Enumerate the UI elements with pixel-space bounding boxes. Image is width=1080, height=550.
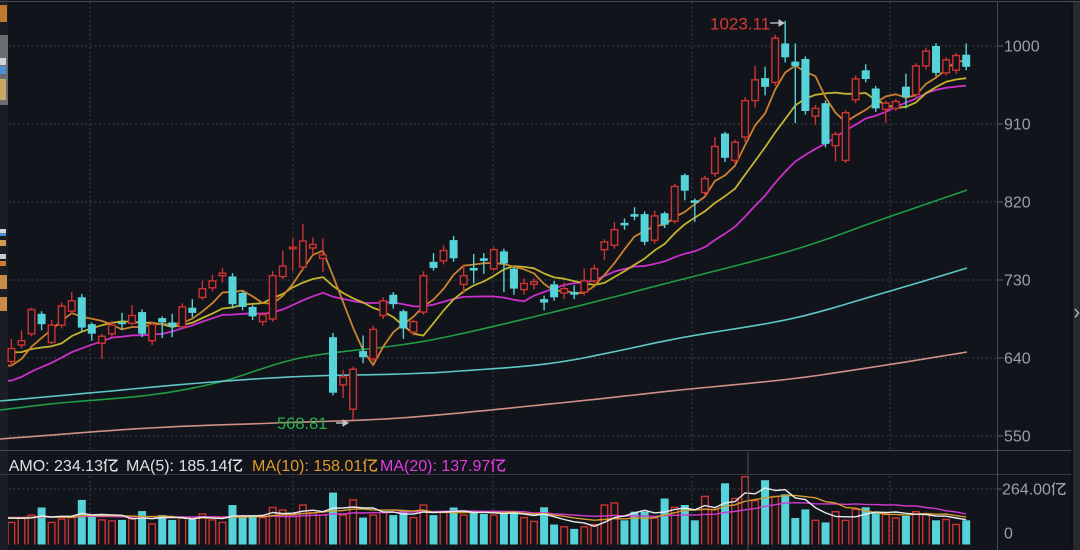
svg-text:550: 550: [1004, 429, 1031, 446]
svg-text:1023.11: 1023.11: [710, 15, 770, 34]
svg-text:730: 730: [1004, 273, 1031, 290]
svg-text:1000: 1000: [1004, 39, 1040, 56]
svg-text:568.81: 568.81: [277, 415, 327, 433]
svg-text:MA(10): 158.01: MA(10): 158.01: [252, 458, 362, 475]
svg-text:264.00: 264.00: [1002, 482, 1051, 499]
svg-text:MA(20): 137.97: MA(20): 137.97: [380, 458, 490, 475]
svg-text:MA(5): 185.14: MA(5): 185.14: [126, 458, 227, 475]
svg-text:0: 0: [1004, 526, 1013, 543]
svg-text:640: 640: [1004, 351, 1031, 368]
svg-text:910: 910: [1004, 117, 1031, 134]
svg-text:AMO: 234.13: AMO: 234.13: [9, 458, 103, 475]
svg-text:820: 820: [1004, 195, 1031, 212]
